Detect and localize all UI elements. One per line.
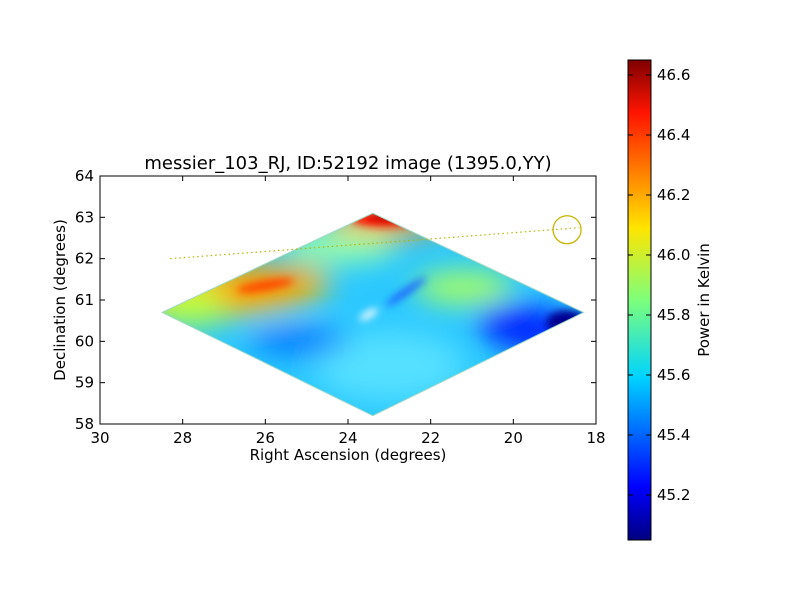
heat-left-tip — [162, 289, 229, 327]
heat-center-node — [359, 308, 378, 321]
colorbar-tick-label: 45.2 — [657, 486, 690, 504]
y-tick-label: 58 — [75, 415, 94, 433]
heat-top-darkred — [368, 213, 402, 222]
x-axis-label: Right Ascension (degrees) — [250, 446, 447, 464]
heat-lobe-red — [236, 278, 294, 293]
x-tick-label: 30 — [90, 429, 109, 447]
colorbar-ticks: 45.2 45.4 45.6 45.8 46.0 46.2 46.4 46.6 — [628, 66, 690, 504]
heat-top-green — [281, 229, 398, 263]
chart-title: messier_103_RJ, ID:52192 image (1395.0,Y… — [144, 153, 551, 174]
dotted-track-line — [170, 227, 580, 260]
y-tick-label: 61 — [75, 291, 94, 309]
heat-lower-left-blue — [248, 328, 348, 354]
x-tick-label: 18 — [586, 429, 605, 447]
x-tick-label: 28 — [173, 429, 192, 447]
heat-dark-streak — [385, 277, 427, 307]
y-tick-label: 64 — [75, 167, 94, 185]
colorbar-tick-label: 45.6 — [657, 366, 690, 384]
marker-circle — [552, 215, 582, 245]
y-tick-label: 63 — [75, 208, 94, 226]
x-axis-ticks: 30 28 26 24 22 20 18 — [90, 176, 606, 447]
x-tick-label: 20 — [504, 429, 523, 447]
colorbar-tick-label: 45.4 — [657, 426, 690, 444]
heat-lower-lobe — [314, 331, 464, 402]
colorbar — [627, 59, 652, 541]
heat-right-green — [414, 271, 514, 305]
colorbar-tick-label: 46.4 — [657, 126, 690, 144]
heatmap-image — [162, 213, 584, 416]
colorbar-tick-label: 46.6 — [657, 66, 690, 84]
y-tick-label: 59 — [75, 374, 94, 392]
colorbar-tick-label: 46.0 — [657, 246, 690, 264]
y-axis-ticks: 58 59 60 61 62 63 64 — [75, 167, 596, 433]
y-tick-label: 60 — [75, 332, 94, 350]
colorbar-tick-label: 46.2 — [657, 186, 690, 204]
y-axis-label: Declination (degrees) — [51, 219, 69, 381]
y-tick-label: 62 — [75, 250, 94, 268]
colorbar-label: Power in Kelvin — [695, 243, 713, 357]
x-tick-label: 24 — [338, 429, 357, 447]
map-outline — [160, 212, 585, 417]
heat-cold-corner — [546, 310, 584, 336]
x-tick-label: 22 — [421, 429, 440, 447]
x-tick-label: 26 — [256, 429, 275, 447]
colorbar-tick-label: 45.8 — [657, 306, 690, 324]
